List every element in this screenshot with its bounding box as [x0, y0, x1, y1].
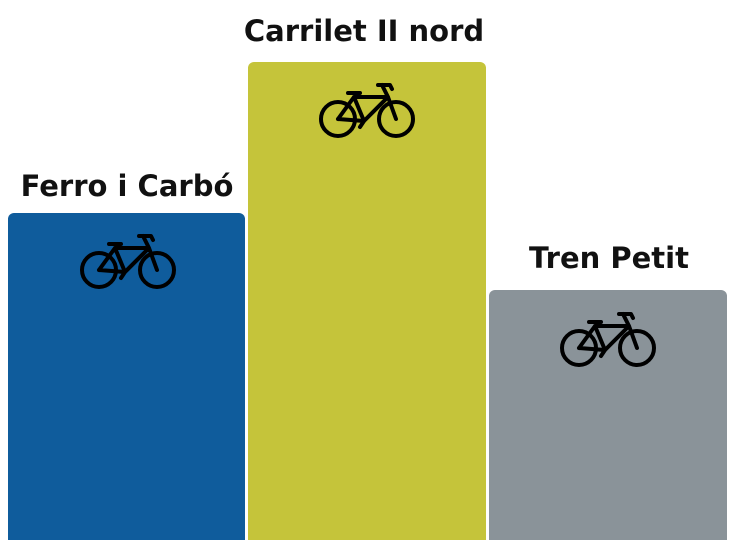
podium-label: Tren Petit [529, 241, 689, 275]
podium-label: Ferro i Carbó [21, 169, 234, 203]
podium-block [8, 213, 245, 540]
podium-block [489, 290, 727, 540]
podium-block [248, 62, 486, 540]
podium-label: Carrilet II nord [244, 14, 484, 48]
